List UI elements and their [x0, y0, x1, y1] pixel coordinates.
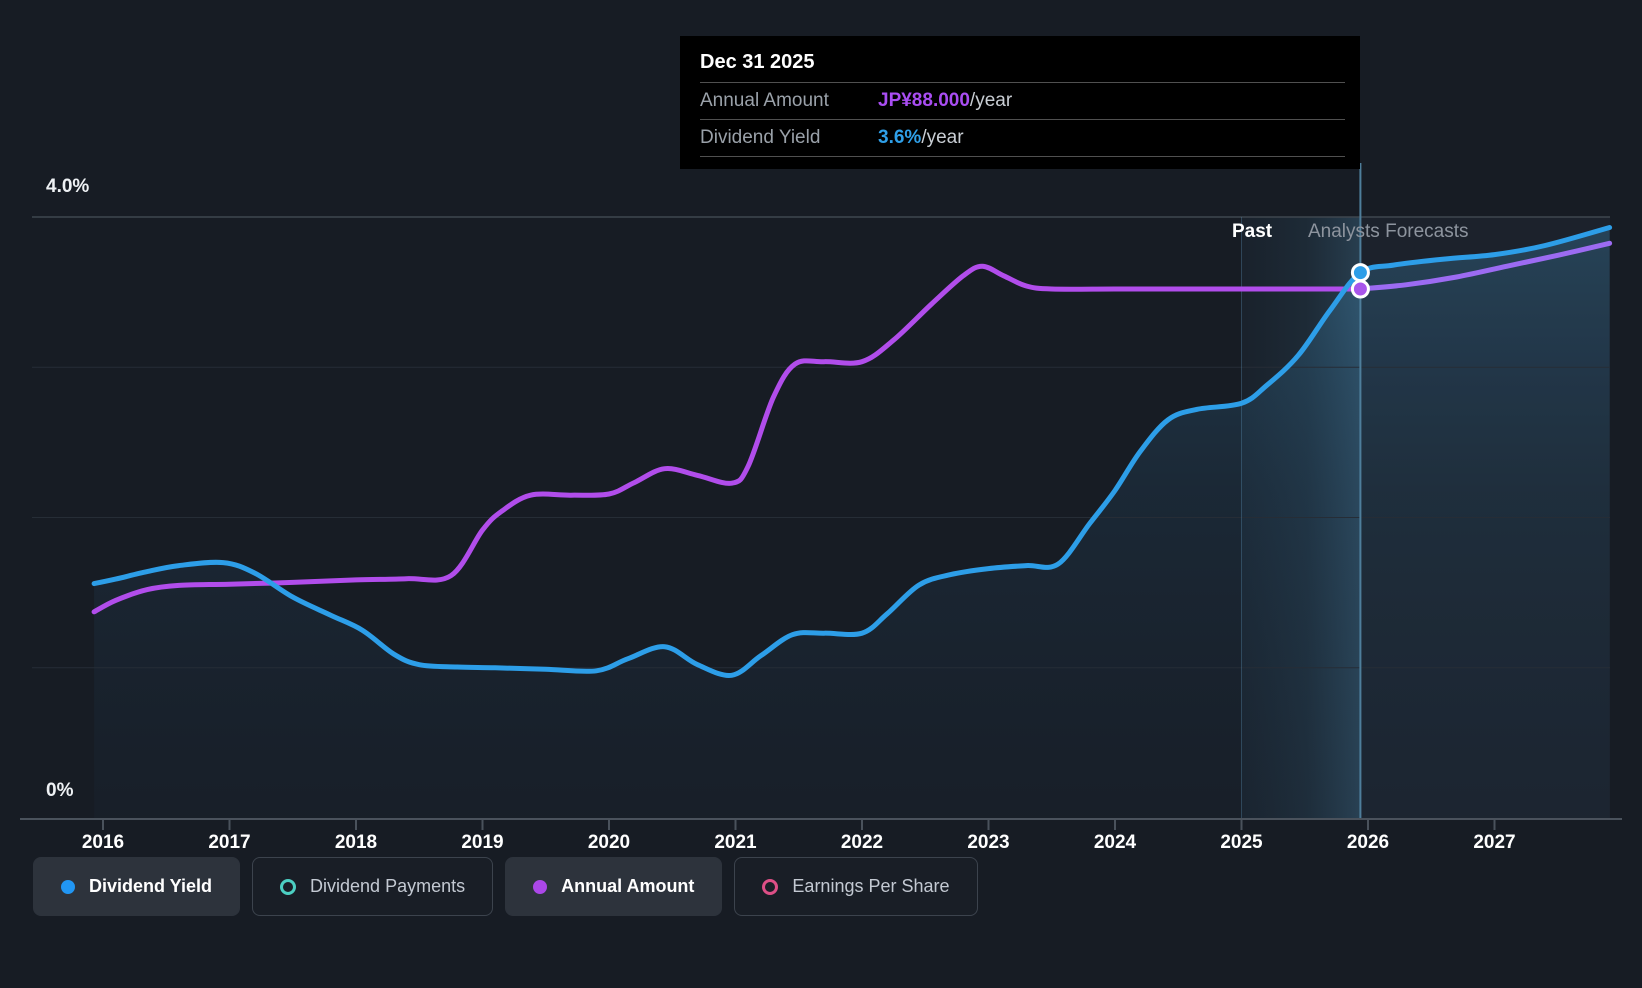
- x-axis-label-2017: 2017: [208, 832, 251, 853]
- x-axis-label-2018: 2018: [334, 832, 378, 853]
- x-axis-label-2020: 2020: [587, 832, 631, 853]
- forecast-region-label: Analysts Forecasts: [1308, 221, 1469, 242]
- chart-legend: Dividend Yield Dividend Payments Annual Am…: [33, 857, 978, 916]
- dividend-yield-marker-dot[interactable]: [1350, 263, 1370, 283]
- legend-label: Annual Amount: [561, 876, 695, 896]
- tooltip-value: JP¥88.000: [878, 90, 970, 111]
- legend-label: Dividend Yield: [89, 876, 213, 896]
- x-axis-label-2024: 2024: [1093, 832, 1137, 853]
- legend-label: Earnings Per Share: [792, 876, 950, 896]
- tooltip-value: 3.6%: [878, 127, 922, 148]
- tooltip-label: Annual Amount: [700, 90, 829, 111]
- tooltip-value-suffix: /year: [921, 127, 964, 148]
- x-axis-label-2019: 2019: [461, 832, 504, 853]
- earnings-per-share-ring-icon: [762, 878, 779, 895]
- x-axis-label-2027: 2027: [1473, 832, 1516, 853]
- dividend-payments-ring-icon: [280, 878, 297, 895]
- x-axis-label-2021: 2021: [714, 832, 757, 853]
- x-axis-label-2023: 2023: [967, 832, 1010, 853]
- x-axis-label-2016: 2016: [81, 832, 125, 853]
- dividend-yield-area: [94, 227, 1610, 818]
- x-axis-label-2026: 2026: [1346, 832, 1390, 853]
- legend-button-dividend-payments[interactable]: Dividend Payments: [252, 857, 494, 916]
- legend-button-annual-amount[interactable]: Annual Amount: [505, 857, 723, 916]
- tooltip-date: Dec 31 2025: [700, 36, 1345, 83]
- tooltip-value-suffix: /year: [969, 90, 1013, 111]
- tooltip-label: Dividend Yield: [700, 127, 821, 148]
- y-axis-label-bottom: 0%: [46, 780, 74, 801]
- tooltip-row-dividend-yield: Dividend Yield 3.6%/year: [700, 120, 1345, 157]
- dividend-yield-line: [91, 225, 1613, 678]
- chart-tooltip: Dec 31 2025 Annual Amount JP¥88.000/year…: [680, 36, 1360, 169]
- past-region-label: Past: [1232, 221, 1273, 242]
- legend-button-dividend-yield[interactable]: Dividend Yield: [33, 857, 241, 916]
- legend-button-earnings-per-share[interactable]: Earnings Per Share: [734, 857, 978, 916]
- x-axis-label-2025: 2025: [1220, 832, 1263, 853]
- y-axis-label-top: 4.0%: [46, 176, 90, 197]
- annual-amount-line-past: [91, 263, 1363, 615]
- annual-amount-marker-dot[interactable]: [1350, 279, 1370, 299]
- dividend-yield-dot-icon: [61, 879, 75, 894]
- annual-amount-line-forecast: [1357, 240, 1613, 292]
- annual-amount-dot-icon: [533, 879, 548, 894]
- x-axis-label-2022: 2022: [840, 832, 884, 853]
- legend-label: Dividend Payments: [310, 876, 466, 896]
- tooltip-row-annual-amount: Annual Amount JP¥88.000/year: [700, 83, 1345, 120]
